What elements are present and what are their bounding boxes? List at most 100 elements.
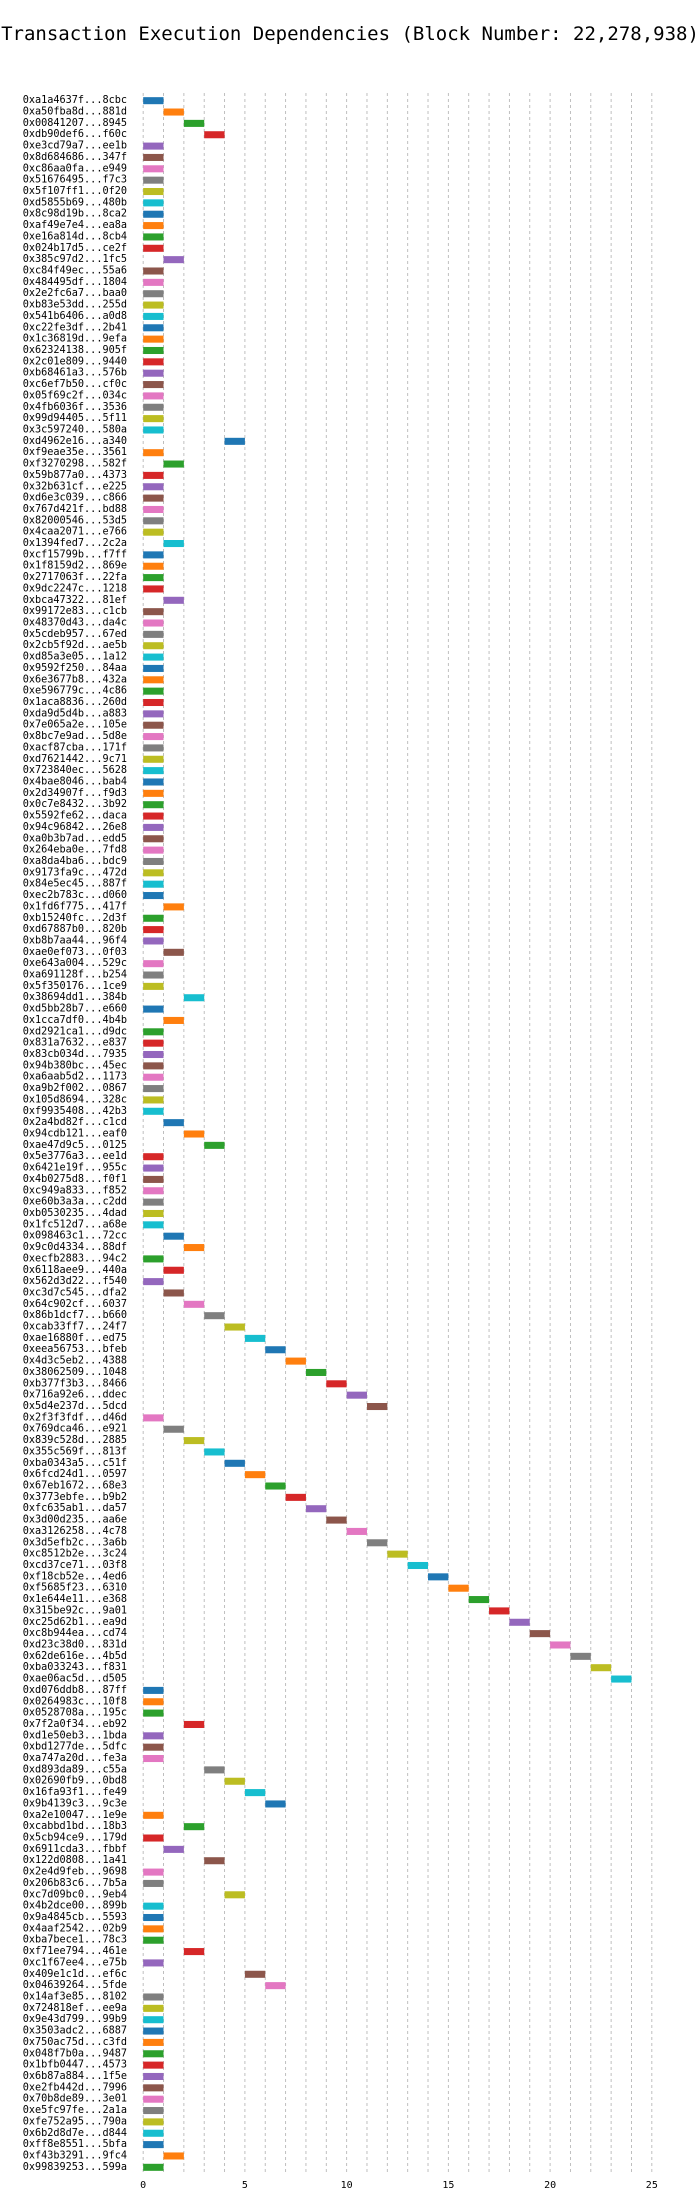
transaction-label: 0xb0530235...4dad <box>23 1208 127 1219</box>
transaction-label: 0xb68461a3...576b <box>23 368 127 379</box>
transaction-label: 0x5cb94ce9...179d <box>23 1833 127 1844</box>
transaction-label: 0xb8b7aa44...96f4 <box>23 935 127 946</box>
transaction-label: 0x048f7b0a...9487 <box>23 2048 127 2059</box>
transaction-bar <box>143 1175 164 1183</box>
transaction-bar <box>143 1278 164 1286</box>
transaction-label: 0x355c569f...813f <box>23 1446 127 1457</box>
transaction-label: 0x1cca7df0...4b4b <box>23 1015 127 1026</box>
transaction-label: 0x6911cda3...fbbf <box>23 1844 127 1855</box>
transaction-bar <box>143 642 164 650</box>
transaction-label: 0xc84f49ec...55a6 <box>23 266 127 277</box>
transaction-bar <box>529 1630 551 1638</box>
transaction-label: 0xb15240fc...2d3f <box>23 913 127 924</box>
transaction-label: 0x14af3e85...8102 <box>23 1991 127 2002</box>
transaction-bar <box>183 1130 205 1138</box>
transaction-bar <box>143 1959 164 1967</box>
transaction-label: 0xc8512b2e...3c24 <box>23 1549 127 1560</box>
transaction-label: 0xecfb2883...94c2 <box>23 1253 127 1264</box>
transaction-label: 0xbd1277de...5dfc <box>23 1742 127 1753</box>
transaction-label: 0xcab33ff7...24f7 <box>23 1322 127 1333</box>
transaction-bar <box>143 2027 164 2035</box>
transaction-label: 0xda9d5d4b...a883 <box>23 708 127 719</box>
transaction-bar <box>143 744 164 752</box>
transaction-label: 0x385c97d2...1fc5 <box>23 254 127 265</box>
transaction-bar <box>265 1482 286 1490</box>
transaction-bar <box>183 119 205 127</box>
transaction-label: 0xf71ee794...461e <box>23 1946 127 1957</box>
transaction-bar <box>143 880 164 888</box>
transaction-label: 0xe643a004...529c <box>23 958 127 969</box>
transaction-label: 0xa691128f...b254 <box>23 970 127 981</box>
transaction-label: 0xec2b783c...d060 <box>23 890 127 901</box>
transaction-label: 0x48370d43...da4c <box>23 618 127 629</box>
transaction-bar <box>143 1686 164 1694</box>
transaction-bar <box>550 1641 571 1649</box>
transaction-bar <box>143 483 164 491</box>
transaction-bar <box>143 835 164 843</box>
transaction-bar <box>143 324 164 332</box>
transaction-label: 0x99d94405...5f11 <box>23 413 127 424</box>
transaction-bar <box>143 1811 164 1819</box>
transaction-label: 0xaf49e7e4...ea8a <box>23 220 127 231</box>
transaction-bar <box>143 210 164 218</box>
transaction-bar <box>285 1493 306 1501</box>
transaction-label: 0x83cb034d...7935 <box>23 1049 127 1060</box>
transaction-label: 0xc8b944ea...cd74 <box>23 1628 127 1639</box>
transaction-label: 0xc25d62b1...ea9d <box>23 1617 127 1628</box>
transaction-label: 0x99172e83...c1cb <box>23 606 127 617</box>
transaction-label: 0x6b2d8d7e...d844 <box>23 2128 127 2139</box>
transaction-label: 0xe3cd79a7...ee1b <box>23 141 127 152</box>
transaction-label: 0x05f69c2f...034c <box>23 390 127 401</box>
transaction-bar <box>143 2016 164 2024</box>
transaction-bar <box>244 1334 266 1342</box>
transaction-bar <box>143 1221 164 1229</box>
transaction-label: 0x82000546...53d5 <box>23 515 127 526</box>
transaction-bar <box>265 1800 286 1808</box>
transaction-bar <box>326 1380 347 1388</box>
transaction-label: 0x38062509...1048 <box>23 1367 127 1378</box>
transaction-label: 0x716a92e6...ddec <box>23 1390 127 1401</box>
transaction-bar <box>143 2141 164 2149</box>
transaction-label: 0xd4962e16...a340 <box>23 436 127 447</box>
x-tick-label: 10 <box>341 2180 353 2191</box>
transaction-bar <box>143 505 164 513</box>
transaction-label: 0x562d3d22...f540 <box>23 1276 127 1287</box>
transaction-label: 0xa747a20d...fe3a <box>23 1753 127 1764</box>
transaction-label: 0xc949a833...f852 <box>23 1185 127 1196</box>
transaction-bar <box>143 1743 164 1751</box>
transaction-bar <box>143 494 164 502</box>
transaction-bar <box>183 1300 205 1308</box>
transaction-label: 0x16fa93f1...fe49 <box>23 1787 127 1798</box>
transaction-bar <box>143 892 164 900</box>
transaction-label: 0x105d8694...328c <box>23 1094 127 1105</box>
transaction-bar <box>224 1459 245 1467</box>
transaction-bar <box>143 301 164 309</box>
transaction-bar <box>163 1845 184 1853</box>
transaction-label: 0x94c96842...26e8 <box>23 822 127 833</box>
transaction-bar <box>204 1857 225 1865</box>
transaction-label: 0xcabbd1bd...18b3 <box>23 1821 127 1832</box>
transaction-label: 0x4bae8046...bab4 <box>23 776 127 787</box>
transaction-label: 0xcd37ce71...03f8 <box>23 1560 127 1571</box>
transaction-bar <box>143 1107 164 1115</box>
transaction-label: 0x9c0d4334...88df <box>23 1242 127 1253</box>
transaction-bar <box>143 2129 164 2137</box>
transaction-bar <box>468 1596 490 1604</box>
transaction-bar <box>143 244 164 252</box>
transaction-label: 0xd7621442...9c71 <box>23 754 127 765</box>
transaction-label: 0x0264983c...10f8 <box>23 1696 127 1707</box>
transaction-bar <box>611 1675 632 1683</box>
transaction-label: 0x9b4139c3...9c3e <box>23 1798 127 1809</box>
transaction-bar <box>143 449 164 457</box>
transaction-label: 0x5f350176...1ce9 <box>23 981 127 992</box>
transaction-bar <box>163 256 184 264</box>
transaction-bar <box>143 1039 164 1047</box>
transaction-bar <box>244 1789 266 1797</box>
transaction-bar <box>183 1823 205 1831</box>
transaction-bar <box>143 1709 164 1717</box>
transaction-label: 0x484495df...1804 <box>23 277 127 288</box>
transaction-bar <box>143 1164 164 1172</box>
transaction-bar <box>143 1028 164 1036</box>
transaction-bar <box>143 823 164 831</box>
transaction-bar <box>163 1289 184 1297</box>
